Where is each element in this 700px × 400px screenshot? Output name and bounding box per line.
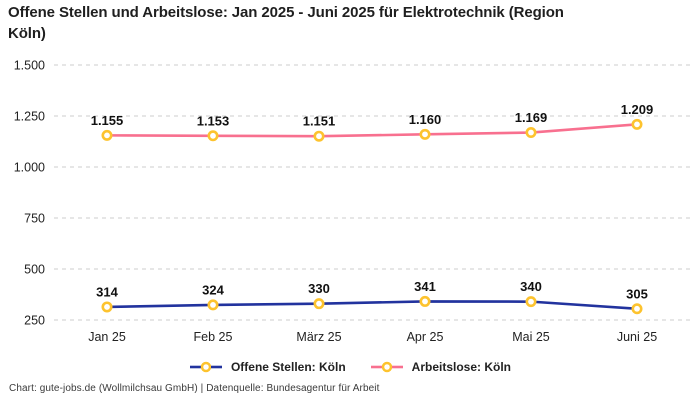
y-axis-tick-label: 750 <box>24 212 45 226</box>
data-point-marker[interactable] <box>525 296 537 308</box>
data-point-marker[interactable] <box>207 299 219 311</box>
series-line <box>105 123 639 138</box>
data-point-marker[interactable] <box>525 127 537 139</box>
x-axis-tick-label: Apr 25 <box>407 330 444 344</box>
x-axis-tick-label: Juni 25 <box>617 330 657 344</box>
x-axis-tick-label: Feb 25 <box>194 330 233 344</box>
chart-title: Offene Stellen und Arbeitslose: Jan 2025… <box>8 4 564 42</box>
data-point-label: 340 <box>520 279 542 294</box>
data-point-marker[interactable] <box>101 301 113 313</box>
x-axis-tick-label: März 25 <box>296 330 341 344</box>
data-point-label: 1.153 <box>197 113 230 128</box>
data-point-marker[interactable] <box>313 130 325 142</box>
data-point-marker[interactable] <box>313 298 325 310</box>
data-point-label: 314 <box>96 284 118 299</box>
legend-item-arbeitslose[interactable]: Arbeitslose: Köln <box>370 360 511 374</box>
data-point-marker[interactable] <box>101 129 113 141</box>
y-axis-tick-label: 1.250 <box>14 110 45 124</box>
data-point-label: 1.155 <box>91 113 124 128</box>
y-axis-tick-label: 1.500 <box>14 59 45 73</box>
legend-item-offene-stellen[interactable]: Offene Stellen: Köln <box>189 360 346 374</box>
footer-credit: Chart: gute-jobs.de (Wollmilchsau GmbH) … <box>9 383 380 394</box>
data-point-label: 1.151 <box>303 114 336 129</box>
x-axis-tick-label: Jan 25 <box>88 330 126 344</box>
data-point-label: 1.160 <box>409 112 442 127</box>
data-point-label: 1.169 <box>515 110 548 125</box>
legend: Offene Stellen: Köln Arbeitslose: Köln <box>0 360 700 374</box>
y-axis-tick-label: 500 <box>24 263 45 277</box>
data-point-label: 1.209 <box>621 102 654 117</box>
line-marker-swatch-icon <box>370 361 403 373</box>
x-axis-tick-label: Mai 25 <box>512 330 550 344</box>
data-point-label: 330 <box>308 281 330 296</box>
y-axis-tick-label: 1.000 <box>14 161 45 175</box>
data-point-label: 305 <box>626 286 648 301</box>
legend-label-offene-stellen: Offene Stellen: Köln <box>230 360 346 374</box>
data-point-marker[interactable] <box>419 295 431 307</box>
series-line <box>105 300 639 311</box>
data-point-marker[interactable] <box>631 118 643 130</box>
legend-label-arbeitslose: Arbeitslose: Köln <box>411 360 512 374</box>
data-point-marker[interactable] <box>419 128 431 140</box>
data-point-label: 341 <box>414 279 436 294</box>
data-point-label: 324 <box>202 282 224 297</box>
data-point-marker[interactable] <box>631 303 643 315</box>
line-marker-swatch-icon <box>189 361 222 373</box>
data-point-marker[interactable] <box>207 130 219 142</box>
y-axis-tick-label: 250 <box>24 314 45 328</box>
